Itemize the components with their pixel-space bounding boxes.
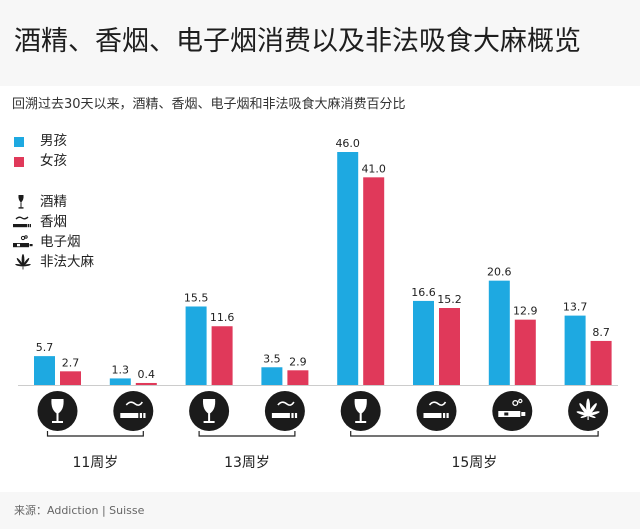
age-bracket-2 [350, 431, 599, 437]
data-label-girls-3: 2.9 [289, 355, 307, 368]
page-title: 酒精、香烟、电子烟消费以及非法吸食大麻概览 [14, 26, 581, 57]
age-bracket-1 [198, 431, 296, 437]
legend-label-cannabis: 非法大麻 [40, 254, 94, 270]
data-label-girls-6: 12.9 [513, 305, 538, 318]
data-label-boys-1: 1.3 [112, 363, 130, 376]
data-label-girls-0: 2.7 [62, 356, 80, 369]
legend-swatch-boys [14, 137, 24, 147]
cigarette-icon [264, 391, 305, 431]
bar-boys-5 [413, 300, 434, 385]
alcohol-icon [189, 391, 230, 431]
wine-glass-icon [18, 195, 24, 209]
data-label-girls-4: 41.0 [361, 162, 386, 175]
bar-boys-4 [337, 152, 359, 385]
header-band: 酒精、香烟、电子烟消费以及非法吸食大麻概览 [0, 0, 640, 86]
age-group-label-1: 13周岁 [224, 455, 270, 471]
bar-girls-5 [439, 308, 460, 385]
bar-boys-0 [34, 356, 55, 385]
bar-girls-3 [287, 370, 309, 385]
bar-boys-3 [261, 367, 283, 385]
legend-label-ecig: 电子烟 [40, 234, 81, 250]
data-label-boys-5: 16.6 [411, 286, 436, 299]
bar-boys-2 [185, 306, 207, 385]
legend-swatch-girls [14, 157, 24, 167]
data-label-boys-2: 15.5 [184, 291, 209, 304]
cannabis-leaf-icon [15, 254, 31, 270]
bar-boys-1 [109, 378, 131, 385]
age-group-label-2: 15周岁 [451, 455, 497, 471]
bar-girls-6 [514, 319, 536, 385]
age-group-label-0: 11周岁 [72, 455, 118, 471]
ecig-icon [492, 391, 533, 431]
data-label-girls-1: 0.4 [138, 368, 156, 381]
e-cigarette-icon [13, 235, 33, 248]
bar-chart: 5.72.71.3 0.415.511.63.5 2.946.041.016.615… [18, 137, 618, 471]
alcohol-icon [37, 391, 78, 431]
data-label-girls-5: 15.2 [437, 293, 462, 306]
alcohol-icon [340, 391, 381, 431]
source-note: 来源：Addiction | Suisse [14, 504, 145, 517]
footer-band [0, 492, 640, 529]
bar-girls-1 [135, 382, 157, 385]
cigarette-icon [416, 391, 457, 431]
chart-subtitle: 回溯过去30天以来，酒精、香烟、电子烟和非法吸食大麻消费百分比 [12, 97, 406, 112]
data-label-boys-0: 5.7 [36, 341, 54, 354]
bar-boys-6 [488, 280, 510, 385]
legend-label-cigarette: 香烟 [40, 214, 67, 230]
bar-girls-2 [211, 326, 233, 385]
cannabis-icon [568, 391, 609, 431]
cigarette-icon [113, 391, 154, 431]
cigarette-icon [13, 216, 31, 228]
data-label-boys-4: 46.0 [335, 137, 360, 150]
legend-label-alcohol: 酒精 [40, 194, 67, 210]
data-label-boys-3: 3.5 [263, 352, 281, 365]
legend-label-girls: 女孩 [40, 153, 67, 169]
bar-boys-7 [564, 315, 586, 385]
data-label-boys-7: 13.7 [563, 301, 588, 314]
legend-label-boys: 男孩 [40, 133, 67, 149]
bar-girls-7 [590, 340, 612, 385]
data-label-girls-7: 8.7 [592, 326, 610, 339]
bar-girls-0 [60, 371, 81, 385]
age-bracket-0 [46, 431, 144, 437]
data-label-girls-2: 11.6 [210, 311, 235, 324]
data-label-boys-6: 20.6 [487, 266, 512, 279]
bar-girls-4 [363, 177, 385, 385]
